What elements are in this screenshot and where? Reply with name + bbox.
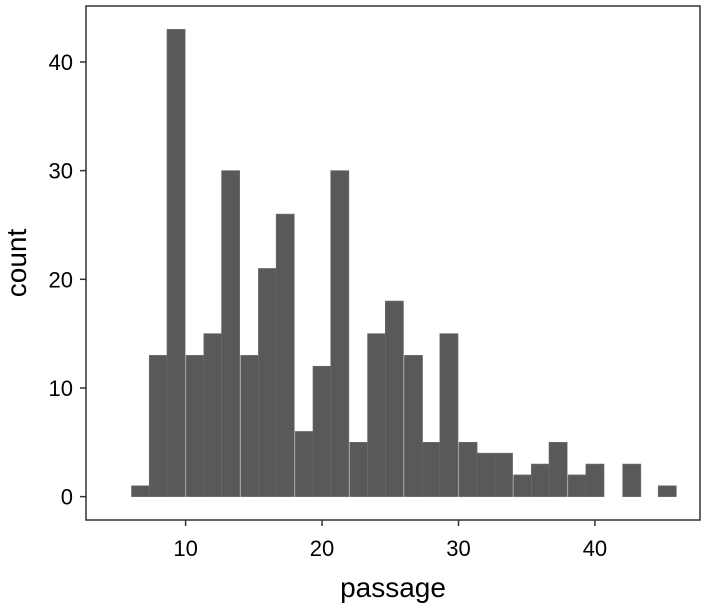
histogram-bar-16 xyxy=(404,355,423,497)
histogram-bar-11 xyxy=(312,365,332,497)
y-axis: 0 10 20 30 40 xyxy=(49,50,86,510)
histogram-bar-21 xyxy=(494,452,513,497)
histogram-bar-23 xyxy=(530,463,550,497)
histogram-bar-30 xyxy=(657,485,677,497)
histogram-bar-12 xyxy=(330,170,350,497)
x-axis: 10 20 30 40 xyxy=(173,520,607,561)
histogram-bar-17 xyxy=(421,441,441,497)
histogram-bar-25 xyxy=(567,474,587,497)
x-tick-label: 30 xyxy=(446,536,470,561)
histogram-bar-15 xyxy=(384,300,404,497)
histogram-bar-3 xyxy=(166,29,186,497)
histogram-bar-6 xyxy=(221,170,241,497)
histogram-bar-26 xyxy=(585,463,605,497)
histogram-bar-4 xyxy=(185,355,205,497)
bars-group xyxy=(131,29,677,497)
histogram-bar-1 xyxy=(131,485,150,497)
plot-panel-border xyxy=(85,5,701,521)
y-axis-title: count xyxy=(1,229,32,298)
x-tick-label: 20 xyxy=(310,536,334,561)
x-tick-label: 40 xyxy=(583,536,607,561)
histogram-bar-5 xyxy=(203,333,223,497)
histogram-bar-24 xyxy=(548,441,568,497)
x-tick-label: 10 xyxy=(173,536,197,561)
histogram-bar-8 xyxy=(258,268,277,497)
histogram-bar-7 xyxy=(240,355,260,497)
histogram-bar-22 xyxy=(513,474,532,497)
y-tick-label: 40 xyxy=(49,50,73,75)
histogram-bar-18 xyxy=(439,333,459,497)
histogram-bar-13 xyxy=(349,441,369,497)
histogram-bar-2 xyxy=(148,355,168,497)
y-tick-label: 30 xyxy=(49,159,73,184)
x-axis-title: passage xyxy=(340,572,446,603)
histogram-bar-14 xyxy=(367,333,386,497)
histogram-bar-10 xyxy=(294,431,314,497)
histogram-bar-28 xyxy=(622,463,642,497)
histogram-bar-19 xyxy=(458,441,478,497)
y-tick-label: 0 xyxy=(61,485,73,510)
y-tick-label: 10 xyxy=(49,376,73,401)
y-tick-label: 20 xyxy=(49,267,73,292)
histogram-bar-9 xyxy=(275,213,295,497)
histogram-bar-20 xyxy=(476,452,496,497)
